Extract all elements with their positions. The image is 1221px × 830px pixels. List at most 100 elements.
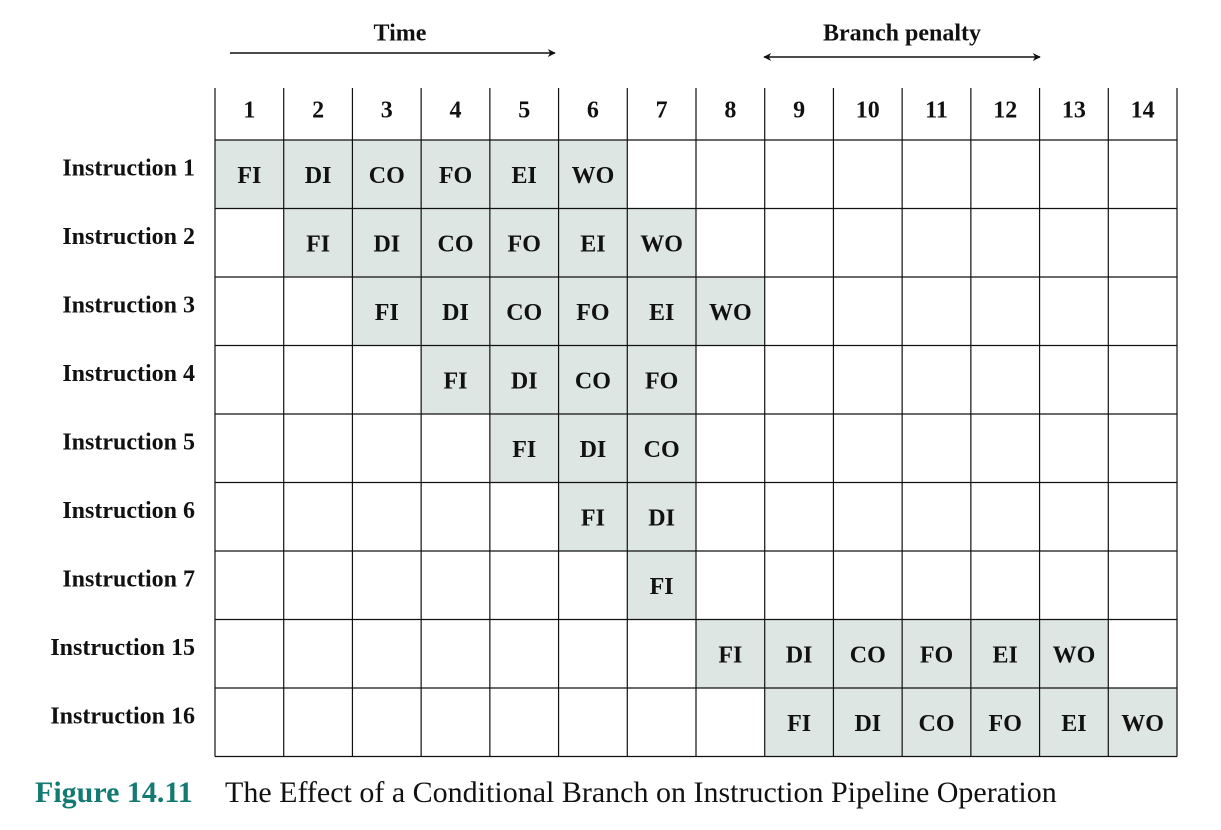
row-label: Instruction 6 — [62, 498, 195, 524]
stage: FO — [439, 163, 472, 189]
stage: FO — [576, 300, 609, 326]
row-label: Instruction 16 — [50, 704, 195, 730]
column-header: 1 — [243, 98, 255, 124]
column-header: 4 — [450, 98, 462, 124]
row-label: Instruction 1 — [62, 156, 195, 182]
stage: FI — [787, 711, 811, 737]
shaded-cell — [558, 140, 628, 209]
shaded-cell — [1039, 619, 1109, 688]
shaded-cell — [352, 277, 422, 346]
shaded-cell — [833, 619, 903, 688]
shaded-cell — [627, 345, 696, 414]
shaded-cell — [558, 208, 628, 277]
shaded-cell — [489, 140, 559, 209]
column-header: 10 — [856, 98, 880, 124]
stage: WO — [1053, 642, 1096, 668]
shaded-cell — [970, 619, 1040, 688]
stage: EI — [649, 300, 674, 326]
shaded-cell — [421, 277, 490, 346]
shaded-cell — [489, 414, 559, 483]
shaded-cell — [421, 345, 490, 414]
stage: FI — [512, 437, 536, 463]
stage: CO — [919, 711, 955, 737]
stage: DI — [580, 437, 607, 463]
shaded-cell — [627, 551, 696, 620]
shaded-cell — [696, 619, 765, 688]
shaded-cell — [558, 414, 628, 483]
shaded-cell — [421, 140, 490, 209]
shaded-cell — [764, 619, 834, 688]
stage: CO — [575, 368, 611, 394]
stage: EI — [512, 163, 537, 189]
stage: WO — [709, 300, 752, 326]
column-header: 13 — [1062, 98, 1086, 124]
row-label: Instruction 15 — [50, 635, 195, 661]
row-label: Instruction 4 — [62, 361, 195, 387]
stage: FO — [645, 368, 678, 394]
stage: FO — [508, 231, 541, 257]
row-label: Instruction 5 — [62, 430, 195, 456]
shaded-cell — [627, 208, 696, 277]
stage: EI — [1061, 711, 1086, 737]
stage: CO — [438, 231, 474, 257]
row-label: Instruction 3 — [62, 293, 195, 319]
shaded-cell — [1108, 688, 1177, 757]
stage: EI — [580, 231, 605, 257]
stage: FI — [306, 231, 330, 257]
stage: DI — [373, 231, 400, 257]
shaded-cell — [902, 619, 971, 688]
shaded-cell — [352, 140, 422, 209]
shaded-cell — [352, 208, 422, 277]
shaded-cell — [489, 277, 559, 346]
column-header: 9 — [793, 98, 805, 124]
stage: DI — [854, 711, 881, 737]
column-header: 5 — [518, 98, 530, 124]
row-label: Instruction 2 — [62, 224, 195, 250]
column-header: 8 — [724, 98, 736, 124]
shaded-cell — [1039, 688, 1109, 757]
stage: WO — [572, 163, 615, 189]
caption-number: Figure 14.11 — [35, 776, 193, 809]
stage: EI — [993, 642, 1018, 668]
stage: CO — [369, 163, 405, 189]
column-header: 2 — [312, 98, 324, 124]
column-header: 6 — [587, 98, 599, 124]
stage: FI — [581, 505, 605, 531]
shaded-cell — [833, 688, 903, 757]
shaded-cell — [489, 208, 559, 277]
stage: FI — [375, 300, 399, 326]
stage: DI — [305, 163, 332, 189]
stage: WO — [1121, 711, 1164, 737]
time-label: Time — [374, 21, 427, 47]
penalty-label: Branch penalty — [823, 21, 981, 47]
shaded-cell — [902, 688, 971, 757]
stage: CO — [644, 437, 680, 463]
shaded-cell — [489, 345, 559, 414]
stage: FI — [237, 163, 261, 189]
stage: CO — [506, 300, 542, 326]
shaded-cell — [558, 277, 628, 346]
column-header: 7 — [656, 98, 668, 124]
stage: FO — [920, 642, 953, 668]
shaded-cell — [283, 208, 353, 277]
column-header: 14 — [1131, 98, 1155, 124]
row-label: Instruction 7 — [62, 567, 195, 593]
shaded-cell — [627, 414, 696, 483]
stage: DI — [442, 300, 469, 326]
shaded-cell — [627, 277, 696, 346]
stage: DI — [511, 368, 538, 394]
stage: DI — [786, 642, 813, 668]
shaded-cell — [696, 277, 765, 346]
shaded-cell — [283, 140, 353, 209]
shaded-cell — [764, 688, 834, 757]
stage: FI — [650, 574, 674, 600]
column-header: 11 — [925, 98, 948, 124]
column-header: 12 — [993, 98, 1017, 124]
shaded-cell — [558, 482, 628, 551]
shaded-cell — [970, 688, 1040, 757]
stage: FI — [444, 368, 468, 394]
stage: DI — [648, 505, 675, 531]
stage: WO — [640, 231, 683, 257]
shaded-cell — [421, 208, 490, 277]
